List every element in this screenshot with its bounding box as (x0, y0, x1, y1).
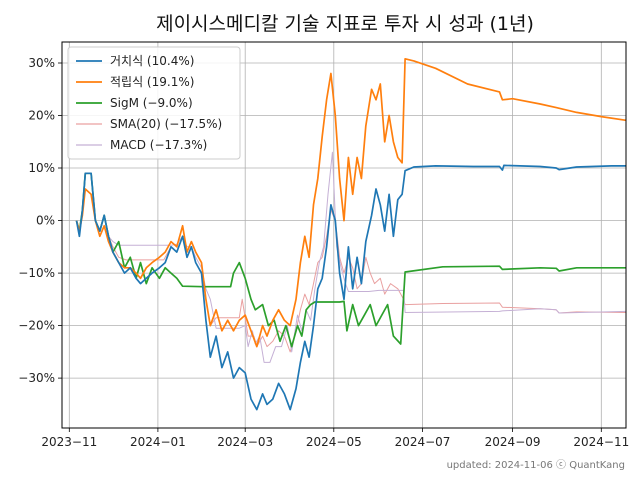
y-tick-label: 30% (28, 56, 55, 70)
x-tick-label: 2024−01 (130, 435, 186, 449)
y-tick-label: 10% (28, 161, 55, 175)
legend-box (67, 46, 241, 160)
legend: 거치식 (10.4%) 적립식 (19.1%) SigM (−9.0%) SMA(20… (67, 46, 241, 160)
legend-label: SMA(20) (−17.5%) (110, 117, 222, 131)
y-tick-label: 20% (28, 109, 55, 123)
footer-note: updated: 2024-11-06 ⓒ QuantKang (447, 459, 625, 471)
chart-title: 제이시스메디칼 기술 지표로 투자 시 성과 (1년) (156, 13, 534, 35)
series-line-0 (75, 164, 626, 411)
y-tick-label: −10% (18, 266, 55, 280)
legend-label: SigM (−9.0%) (110, 96, 193, 110)
x-tick-label: 2024−09 (485, 435, 541, 449)
x-tick-label: 2024−11 (573, 435, 629, 449)
series-line-4 (76, 151, 627, 363)
series-lines (75, 57, 627, 411)
y-tick-label: −30% (18, 371, 55, 385)
x-tick-label: 2024−03 (217, 435, 273, 449)
y-tick-label: −20% (18, 319, 55, 333)
y-tick-label: 0% (36, 214, 55, 228)
legend-label: 거치식 (10.4%) (110, 54, 194, 68)
x-tick-label: 2024−05 (306, 435, 362, 449)
x-tick-label: 2024−07 (395, 435, 451, 449)
legend-label: MACD (−17.3%) (110, 138, 207, 152)
plot-area-frame (61, 41, 627, 429)
series-line-1 (75, 57, 627, 348)
legend-label: 적립식 (19.1%) (110, 75, 194, 89)
x-tick-label: 2023−11 (41, 435, 97, 449)
axis-ticks: 2023−11 2024−01 2024−03 2024−05 2024−07 2024−… (18, 56, 629, 449)
series-line-3 (76, 172, 627, 353)
series-line-2 (75, 172, 626, 348)
